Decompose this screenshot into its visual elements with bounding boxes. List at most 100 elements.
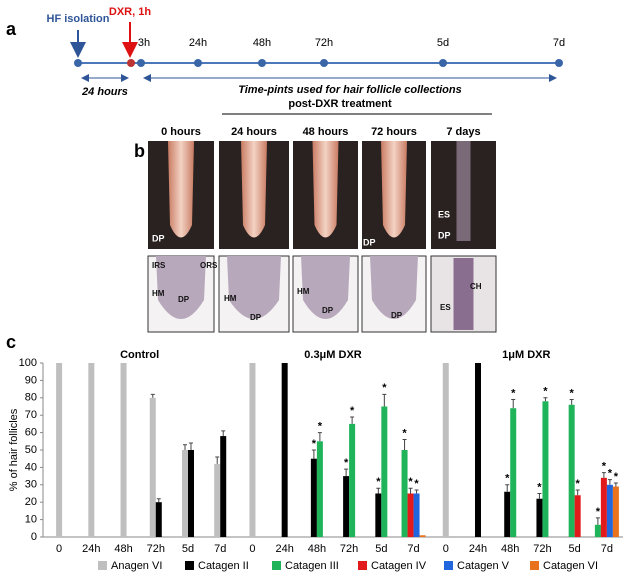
significance: *: [350, 405, 355, 417]
legend-label: Catagen IV: [371, 560, 427, 572]
error-bar: [505, 484, 510, 492]
significance: *: [505, 473, 510, 485]
time-label: 24h: [189, 37, 207, 49]
follicle: [381, 141, 407, 238]
bar: [381, 406, 388, 537]
bar: [155, 502, 162, 537]
panel-a: a HF isolation DXR, 1h 3h 24h 48h 72h 5d 7d 2…: [6, 6, 565, 98]
time-label: 5d: [437, 37, 449, 49]
bar: [56, 363, 63, 537]
legend-swatch: [358, 561, 367, 570]
x-tick-label: 0: [249, 543, 255, 555]
error-bar: [569, 399, 574, 405]
x-tick-label: 5d: [375, 543, 387, 555]
x-tick-label: 24h: [469, 543, 487, 555]
error-bar: [311, 449, 316, 459]
bar: [612, 486, 619, 537]
column-title: 48 hours: [303, 126, 349, 138]
error-bar: [215, 456, 220, 464]
significance: *: [408, 476, 413, 488]
significance: *: [614, 471, 619, 483]
significance: *: [543, 386, 548, 398]
x-tick-label: 72h: [340, 543, 358, 555]
error-bar: [382, 393, 387, 407]
time-dot: [74, 59, 82, 67]
significance: *: [414, 478, 419, 490]
bar: [214, 463, 221, 537]
bar: [574, 495, 581, 537]
time-dot: [258, 59, 266, 67]
error-bar: [156, 498, 161, 503]
error-bar: [189, 442, 193, 450]
error-bar: [601, 472, 606, 478]
error-bar: [376, 487, 381, 494]
significance: *: [318, 421, 323, 433]
significance: *: [402, 427, 407, 439]
x-tick-label: 72h: [533, 543, 551, 555]
legend-label: Catagen III: [285, 560, 339, 572]
photo-label: HM: [224, 294, 237, 303]
group-title: 0.3μM DXR: [304, 349, 362, 361]
photo-label: CH: [470, 282, 482, 291]
time-label: 7d: [553, 37, 565, 49]
error-bar: [402, 439, 407, 450]
x-tick-label: 7d: [407, 543, 419, 555]
photo-label: DP: [178, 295, 190, 304]
x-tick-label: 48h: [501, 543, 519, 555]
follicle: [241, 141, 267, 238]
significance: *: [602, 461, 607, 473]
bar: [249, 363, 256, 537]
bar: [188, 450, 194, 537]
time-dot: [439, 59, 447, 67]
bar: [349, 423, 356, 537]
bar: [120, 363, 127, 537]
significance: *: [576, 478, 581, 490]
bar: [149, 397, 156, 537]
error-bar: [575, 489, 580, 496]
significance: *: [537, 481, 542, 493]
x-tick-label: 0: [56, 543, 62, 555]
follicle: [456, 141, 471, 241]
photo-label: DP: [322, 306, 334, 315]
error-bar: [537, 493, 542, 499]
error-bar: [613, 482, 618, 487]
x-tick-label: 24h: [275, 543, 293, 555]
section: [156, 256, 206, 319]
column-title: 24 hours: [231, 126, 277, 138]
x-tick-label: 0: [443, 543, 449, 555]
bar: [375, 493, 382, 537]
time-dot: [320, 59, 328, 67]
legend-label: Catagen II: [198, 560, 249, 572]
error-bar: [344, 468, 349, 477]
legend-label: Catagen V: [457, 560, 510, 572]
y-tick-label: 30: [25, 479, 37, 491]
x-tick-label: 48h: [114, 543, 132, 555]
bar: [407, 493, 414, 537]
photo-label: ORS: [200, 261, 218, 270]
bar: [281, 363, 288, 537]
legend-swatch: [530, 561, 539, 570]
bar: [568, 404, 575, 537]
bar: [510, 408, 517, 537]
x-tick-label: 72h: [147, 543, 165, 555]
y-tick-label: 50: [25, 444, 37, 456]
significance: *: [344, 457, 349, 469]
legend-swatch: [98, 561, 107, 570]
x-tick-label: 5d: [182, 543, 194, 555]
bar: [542, 401, 549, 537]
isolation-label: HF isolation: [47, 13, 110, 25]
error-bar: [607, 479, 612, 485]
photo-label: DP: [363, 237, 376, 247]
time-label: 72h: [315, 37, 333, 49]
significance: *: [511, 387, 516, 399]
error-bar: [408, 487, 413, 494]
column-title: 7 days: [446, 126, 480, 138]
x-tick-label: 24h: [82, 543, 100, 555]
chart: 0 10 20 30 40 50 60 70 80 90 100 % of hair follicle…: [8, 349, 623, 572]
bar: [606, 484, 613, 537]
bar: [88, 363, 95, 537]
time-dot: [137, 59, 145, 67]
bar: [413, 493, 420, 537]
error-bar: [511, 399, 516, 409]
